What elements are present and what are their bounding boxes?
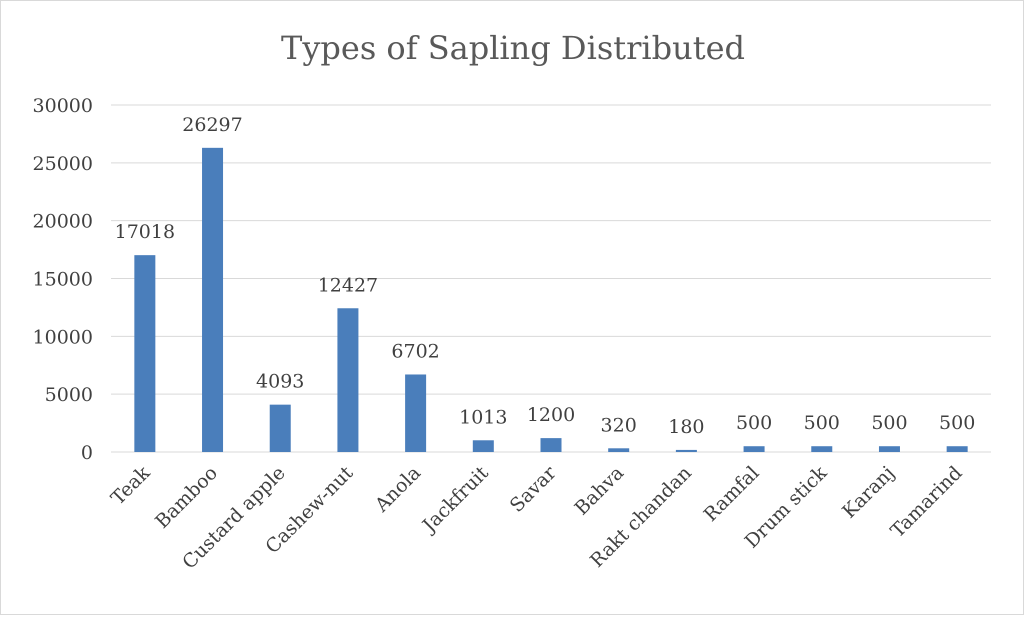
data-label: 180 [668, 416, 704, 438]
bar [269, 404, 291, 452]
data-label: 1200 [527, 404, 575, 426]
data-label: 26297 [182, 114, 242, 136]
bar [405, 374, 427, 452]
x-tick-label: Ramfal [700, 462, 764, 526]
chart-title: Types of Sapling Distributed [281, 29, 745, 67]
y-tick-label: 25000 [33, 153, 93, 175]
bar [743, 446, 765, 452]
bar [878, 446, 900, 452]
x-tick-label: Jackfruit [417, 462, 493, 538]
data-label: 320 [601, 414, 637, 436]
data-label: 500 [736, 412, 772, 434]
x-tick-label: Anola [370, 462, 425, 517]
data-label: 500 [871, 412, 907, 434]
x-tick-label: Bamboo [151, 462, 222, 533]
y-tick-label: 10000 [33, 326, 93, 348]
bar [337, 308, 359, 452]
bar [472, 440, 494, 452]
bar [811, 446, 833, 452]
x-tick-label: Karanj [838, 462, 899, 523]
x-tick-label: Savar [506, 461, 561, 516]
x-tick-label: Bahva [571, 462, 629, 520]
bar [608, 448, 630, 452]
bar [134, 255, 156, 452]
data-label: 1013 [459, 406, 507, 428]
data-label: 12427 [318, 274, 378, 296]
data-label: 500 [804, 412, 840, 434]
bar [675, 449, 697, 452]
x-tick-label: Tamarind [886, 462, 966, 542]
bar [202, 147, 224, 452]
y-tick-label: 15000 [33, 269, 93, 291]
bar [946, 446, 968, 452]
data-labels: 17018 26297 4093 12427 6702 1013 1200 320 180 500… [115, 114, 976, 438]
bars [134, 147, 968, 452]
y-axis-ticks: 0 5000 10000 15000 20000 25000 30000 [33, 95, 93, 464]
bar [540, 438, 562, 452]
x-tick-label: Teak [107, 462, 155, 510]
y-tick-label: 5000 [45, 384, 93, 406]
data-label: 500 [939, 412, 975, 434]
data-label: 17018 [115, 221, 175, 243]
y-tick-label: 20000 [33, 211, 93, 233]
data-label: 4093 [256, 371, 304, 393]
y-tick-label: 0 [81, 442, 93, 464]
data-label: 6702 [391, 340, 439, 362]
gridlines [111, 104, 991, 453]
y-tick-label: 30000 [33, 95, 93, 117]
